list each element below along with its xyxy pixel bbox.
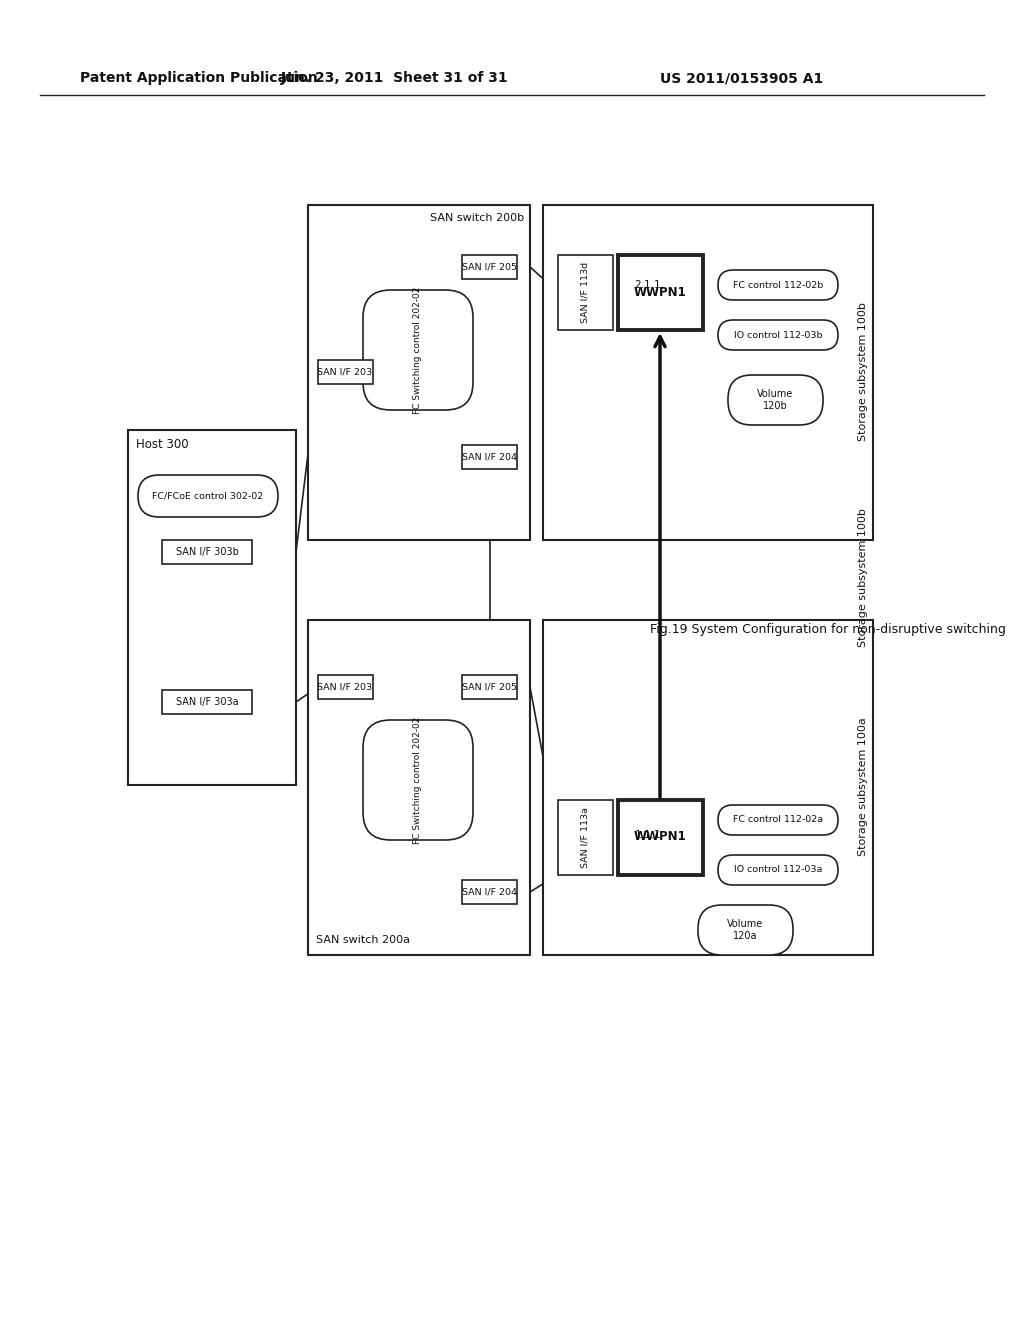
Text: SAN I/F 204: SAN I/F 204 xyxy=(463,887,517,896)
Text: WWPN1: WWPN1 xyxy=(634,285,686,298)
Text: FC control 112-02b: FC control 112-02b xyxy=(733,281,823,289)
Text: Jun. 23, 2011  Sheet 31 of 31: Jun. 23, 2011 Sheet 31 of 31 xyxy=(282,71,509,84)
FancyBboxPatch shape xyxy=(698,906,793,954)
FancyBboxPatch shape xyxy=(558,255,613,330)
Text: 2.1.1: 2.1.1 xyxy=(635,280,662,290)
FancyBboxPatch shape xyxy=(308,620,530,954)
Text: IO control 112-03a: IO control 112-03a xyxy=(734,866,822,874)
Text: SAN I/F 303b: SAN I/F 303b xyxy=(175,546,239,557)
FancyBboxPatch shape xyxy=(462,675,517,700)
FancyBboxPatch shape xyxy=(162,540,252,564)
Text: US 2011/0153905 A1: US 2011/0153905 A1 xyxy=(660,71,823,84)
FancyBboxPatch shape xyxy=(138,475,278,517)
Text: SAN I/F 303a: SAN I/F 303a xyxy=(176,697,239,708)
Text: FC Switching control 202-02: FC Switching control 202-02 xyxy=(414,717,423,843)
Text: Fig.19 System Configuration for non-disruptive switching: Fig.19 System Configuration for non-disr… xyxy=(650,623,1006,636)
FancyBboxPatch shape xyxy=(718,271,838,300)
Text: IO control 112-03b: IO control 112-03b xyxy=(734,330,822,339)
Text: Patent Application Publication: Patent Application Publication xyxy=(80,71,317,84)
Text: FC control 112-02a: FC control 112-02a xyxy=(733,816,823,825)
Text: WWPN1: WWPN1 xyxy=(634,830,686,843)
FancyBboxPatch shape xyxy=(318,360,373,384)
Text: SAN I/F 205: SAN I/F 205 xyxy=(463,263,517,272)
Text: SAN I/F 113d: SAN I/F 113d xyxy=(581,261,590,322)
FancyBboxPatch shape xyxy=(462,880,517,904)
FancyBboxPatch shape xyxy=(543,620,873,954)
FancyBboxPatch shape xyxy=(728,375,823,425)
Text: Host 300: Host 300 xyxy=(136,437,188,450)
FancyBboxPatch shape xyxy=(362,290,473,411)
FancyBboxPatch shape xyxy=(318,675,373,700)
FancyBboxPatch shape xyxy=(543,205,873,540)
Text: SAN I/F 204: SAN I/F 204 xyxy=(463,453,517,462)
FancyBboxPatch shape xyxy=(128,430,296,785)
Text: Storage subsystem 100b: Storage subsystem 100b xyxy=(858,302,868,441)
Text: SAN switch 200b: SAN switch 200b xyxy=(430,213,524,223)
Text: FC/FCoE control 302-02: FC/FCoE control 302-02 xyxy=(153,491,263,500)
Text: SAN I/F 113a: SAN I/F 113a xyxy=(581,807,590,867)
Text: FC Switching control 202-02: FC Switching control 202-02 xyxy=(414,286,423,413)
FancyBboxPatch shape xyxy=(718,319,838,350)
Text: Storage subsystem 100b: Storage subsystem 100b xyxy=(858,508,868,647)
FancyBboxPatch shape xyxy=(462,445,517,469)
FancyBboxPatch shape xyxy=(162,690,252,714)
FancyBboxPatch shape xyxy=(618,255,703,330)
FancyBboxPatch shape xyxy=(558,800,613,875)
Text: Volume
120a: Volume 120a xyxy=(727,919,763,941)
Text: SAN I/F 205: SAN I/F 205 xyxy=(463,682,517,692)
Text: Volume
120b: Volume 120b xyxy=(757,389,794,411)
FancyBboxPatch shape xyxy=(308,205,530,540)
Text: Storage subsystem 100a: Storage subsystem 100a xyxy=(858,718,868,857)
FancyBboxPatch shape xyxy=(462,255,517,279)
FancyBboxPatch shape xyxy=(362,719,473,840)
FancyBboxPatch shape xyxy=(618,800,703,875)
Text: SAN switch 200a: SAN switch 200a xyxy=(316,935,410,945)
Text: 1.1.1: 1.1.1 xyxy=(635,830,662,840)
FancyBboxPatch shape xyxy=(718,855,838,884)
FancyBboxPatch shape xyxy=(718,805,838,836)
Text: SAN I/F 203: SAN I/F 203 xyxy=(317,367,373,376)
Text: SAN I/F 203: SAN I/F 203 xyxy=(317,682,373,692)
